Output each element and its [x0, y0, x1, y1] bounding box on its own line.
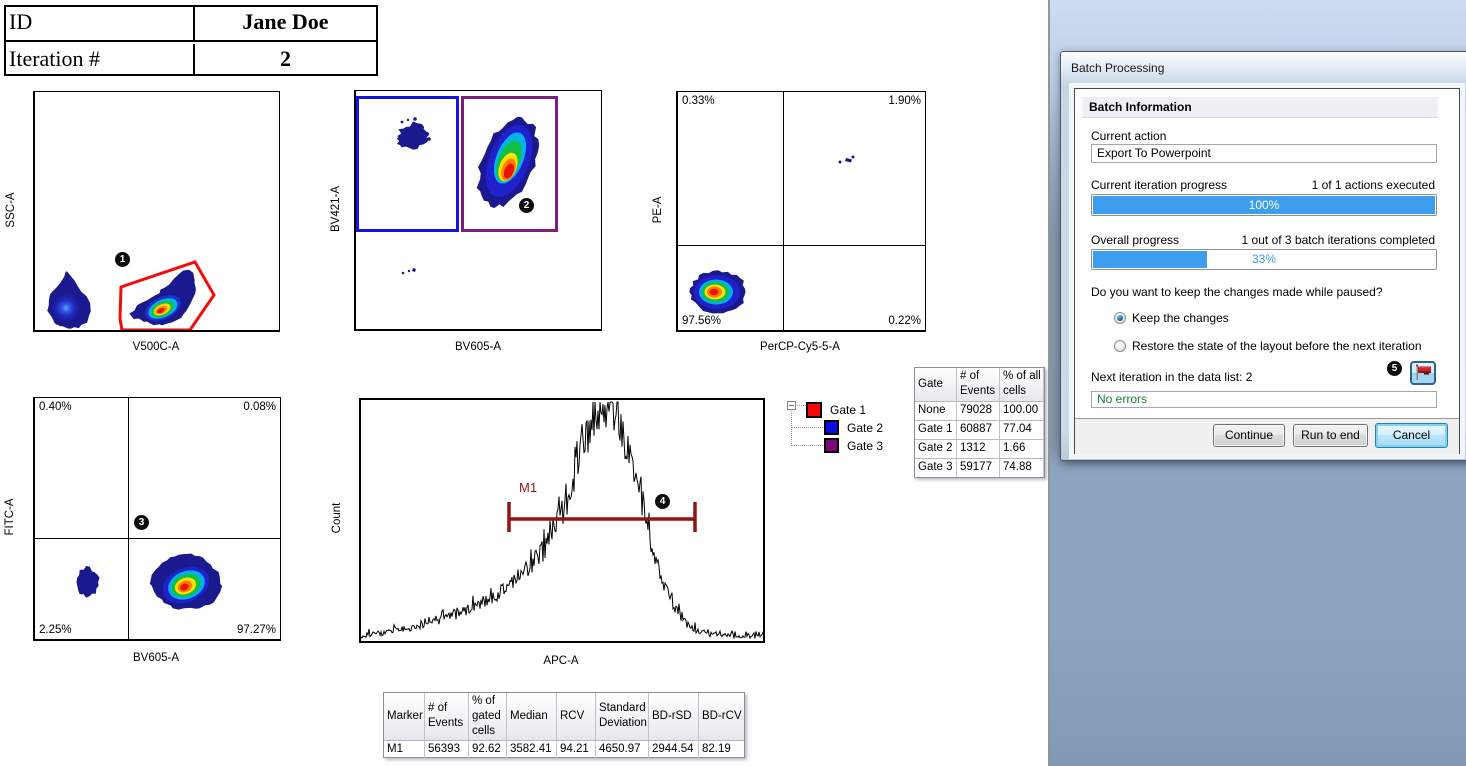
svg-text:M1: M1 [519, 480, 537, 495]
